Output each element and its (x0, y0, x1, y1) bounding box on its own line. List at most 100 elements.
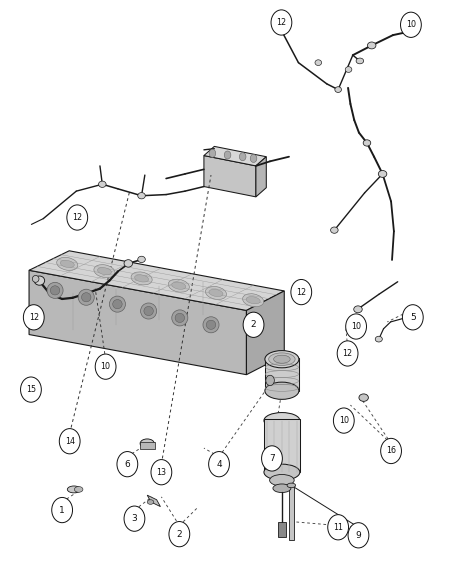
Ellipse shape (209, 289, 223, 297)
Bar (264, 419, 300, 472)
Circle shape (271, 10, 292, 35)
Bar (289, 485, 294, 540)
Polygon shape (246, 291, 284, 375)
Circle shape (209, 451, 229, 477)
Text: 6: 6 (125, 459, 130, 469)
Ellipse shape (60, 260, 74, 267)
Circle shape (59, 428, 80, 454)
Ellipse shape (203, 317, 219, 333)
Ellipse shape (47, 282, 63, 298)
Text: 12: 12 (296, 288, 306, 297)
Text: 10: 10 (339, 416, 349, 425)
Polygon shape (204, 147, 266, 166)
Text: 15: 15 (26, 385, 36, 394)
Ellipse shape (147, 500, 154, 504)
Ellipse shape (315, 60, 321, 66)
Text: 12: 12 (72, 213, 82, 222)
Text: 16: 16 (386, 446, 396, 455)
Circle shape (381, 438, 401, 463)
Ellipse shape (175, 313, 184, 323)
Polygon shape (29, 270, 246, 375)
Text: 10: 10 (351, 322, 361, 331)
Circle shape (262, 446, 283, 471)
Circle shape (337, 341, 358, 366)
Ellipse shape (131, 272, 152, 285)
Ellipse shape (206, 320, 216, 329)
Ellipse shape (345, 67, 352, 72)
Circle shape (243, 312, 264, 338)
Ellipse shape (94, 264, 115, 278)
Text: 3: 3 (132, 514, 137, 523)
Ellipse shape (172, 282, 186, 289)
Text: 12: 12 (29, 313, 39, 322)
Circle shape (401, 12, 421, 37)
Circle shape (402, 305, 423, 330)
Text: 4: 4 (216, 459, 222, 469)
Ellipse shape (109, 296, 126, 312)
Ellipse shape (273, 355, 290, 363)
Ellipse shape (243, 294, 264, 306)
Ellipse shape (113, 300, 122, 309)
Text: 5: 5 (410, 313, 416, 322)
Text: 2: 2 (176, 530, 182, 539)
Ellipse shape (375, 336, 383, 342)
Text: 9: 9 (356, 531, 361, 540)
Ellipse shape (273, 484, 291, 493)
Circle shape (333, 408, 354, 433)
Text: 10: 10 (406, 20, 416, 29)
Ellipse shape (354, 306, 362, 313)
Ellipse shape (135, 275, 149, 282)
Ellipse shape (138, 256, 146, 263)
Text: 10: 10 (100, 362, 110, 371)
Ellipse shape (50, 286, 60, 295)
Bar (140, 442, 155, 449)
Bar (265, 358, 299, 391)
Ellipse shape (335, 87, 341, 93)
Ellipse shape (356, 58, 364, 64)
Text: 12: 12 (343, 349, 353, 358)
Ellipse shape (67, 486, 81, 493)
Ellipse shape (266, 375, 274, 386)
Ellipse shape (32, 275, 39, 282)
Circle shape (117, 451, 138, 477)
Circle shape (239, 153, 246, 161)
Circle shape (169, 522, 190, 547)
Circle shape (291, 279, 312, 305)
Text: 14: 14 (64, 437, 75, 446)
Ellipse shape (246, 297, 260, 304)
Ellipse shape (359, 394, 368, 401)
Text: 1: 1 (59, 505, 65, 515)
Ellipse shape (97, 267, 111, 275)
Ellipse shape (141, 303, 156, 319)
Circle shape (95, 354, 116, 380)
Circle shape (224, 151, 231, 159)
Ellipse shape (34, 276, 45, 285)
Ellipse shape (144, 306, 154, 316)
Polygon shape (204, 156, 256, 197)
Ellipse shape (264, 412, 300, 428)
Ellipse shape (140, 439, 155, 448)
Circle shape (23, 305, 44, 330)
Bar (278, 522, 286, 537)
Circle shape (328, 515, 348, 540)
Ellipse shape (172, 310, 188, 326)
Circle shape (20, 377, 41, 402)
Text: 13: 13 (156, 467, 166, 477)
Circle shape (124, 506, 145, 531)
Ellipse shape (363, 140, 371, 146)
Ellipse shape (269, 353, 295, 366)
Ellipse shape (99, 181, 106, 187)
Circle shape (346, 314, 366, 339)
Ellipse shape (378, 170, 387, 177)
Ellipse shape (330, 227, 338, 233)
Text: 12: 12 (276, 18, 286, 27)
Polygon shape (256, 157, 266, 197)
Text: 7: 7 (269, 454, 275, 463)
Circle shape (67, 205, 88, 230)
Ellipse shape (287, 483, 296, 488)
Ellipse shape (265, 351, 299, 368)
Ellipse shape (265, 382, 299, 400)
Circle shape (151, 459, 172, 485)
Ellipse shape (74, 486, 83, 492)
Ellipse shape (367, 42, 376, 49)
